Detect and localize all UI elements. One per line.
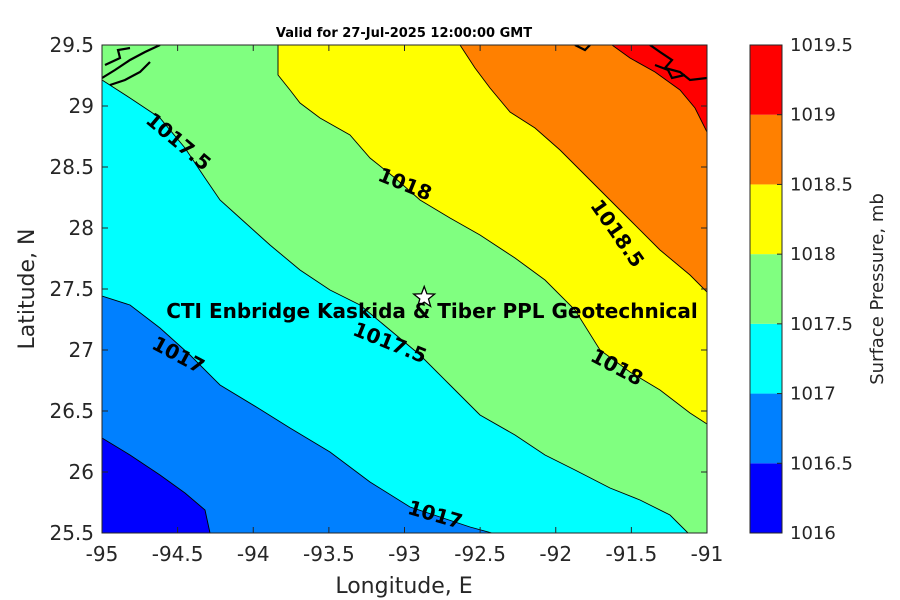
- band-1019: [460, 45, 707, 292]
- colorbar-swatch: [750, 393, 782, 464]
- site-marker: [411, 284, 437, 308]
- y-axis-ticks: 25.5 26 26.5 27 27.5 28 28.5 29 29.5: [49, 33, 707, 545]
- contour-field: [102, 45, 707, 533]
- colorbar-swatch: [750, 323, 782, 394]
- x-tick-label: -92: [539, 542, 572, 566]
- y-axis-label: Latitude, N: [15, 229, 40, 350]
- colorbar-swatch: [750, 254, 782, 324]
- colorbar-tick-label: 1019.5: [790, 35, 853, 56]
- y-tick-label: 29.5: [49, 33, 94, 57]
- band-1016-5: [102, 438, 210, 533]
- x-tick-label: -93.5: [303, 542, 355, 566]
- y-tick-label: 25.5: [49, 521, 94, 545]
- contour-lines: [102, 45, 707, 533]
- y-tick-label: 26: [69, 460, 94, 484]
- colorbar-tick-label: 1018.5: [790, 174, 853, 195]
- site-star-icon: [411, 284, 437, 308]
- colorbar-swatch: [750, 184, 782, 255]
- x-tick-label: -93: [388, 542, 421, 566]
- colorbar-tick-label: 1016.5: [790, 453, 853, 474]
- y-tick-label: 28.5: [49, 155, 94, 179]
- band-1019-5: [612, 45, 707, 132]
- map-title: Valid for 27-Jul-2025 12:00:00 GMT: [276, 26, 532, 41]
- colorbar-swatch: [750, 463, 782, 533]
- x-tick-label: -94.5: [152, 542, 204, 566]
- colorbar-swatch: [750, 45, 782, 115]
- x-axis-label: Longitude, E: [335, 574, 472, 599]
- x-tick-label: -95: [86, 542, 119, 566]
- coastline: [102, 45, 707, 87]
- colorbar-swatch: [750, 114, 782, 185]
- colorbar-frame: [749, 44, 783, 534]
- colorbar-tick-label: 1018: [790, 244, 836, 265]
- site-label: CTI Enbridge Kaskida & Tiber PPL Geotech…: [166, 299, 698, 323]
- y-tick-label: 28: [69, 216, 94, 240]
- colorbar: 1016 1016.5 1017 1017.5 1018 1018.5 1019 1019.5: [749, 35, 853, 544]
- colorbar-tick-label: 1019: [790, 105, 836, 126]
- x-tick-label: -91.5: [606, 542, 658, 566]
- x-tick-label: -91: [691, 542, 724, 566]
- colorbar-tick-label: 1016: [790, 523, 836, 544]
- y-tick-label: 29: [69, 94, 94, 118]
- colorbar-tick-label: 1017.5: [790, 314, 853, 335]
- x-tick-label: -92.5: [454, 542, 506, 566]
- colorbar-tick-label: 1017: [790, 384, 836, 405]
- x-tick-label: -94: [237, 542, 270, 566]
- y-tick-label: 27.5: [49, 277, 94, 301]
- land-patch-west: [102, 45, 180, 80]
- x-axis-ticks: -95 -94.5 -94 -93.5 -93 -92.5 -92 -91.5 -91: [86, 45, 724, 566]
- y-tick-label: 27: [69, 338, 94, 362]
- y-tick-label: 26.5: [49, 399, 94, 423]
- colorbar-label: Surface Pressure, mb: [867, 193, 888, 385]
